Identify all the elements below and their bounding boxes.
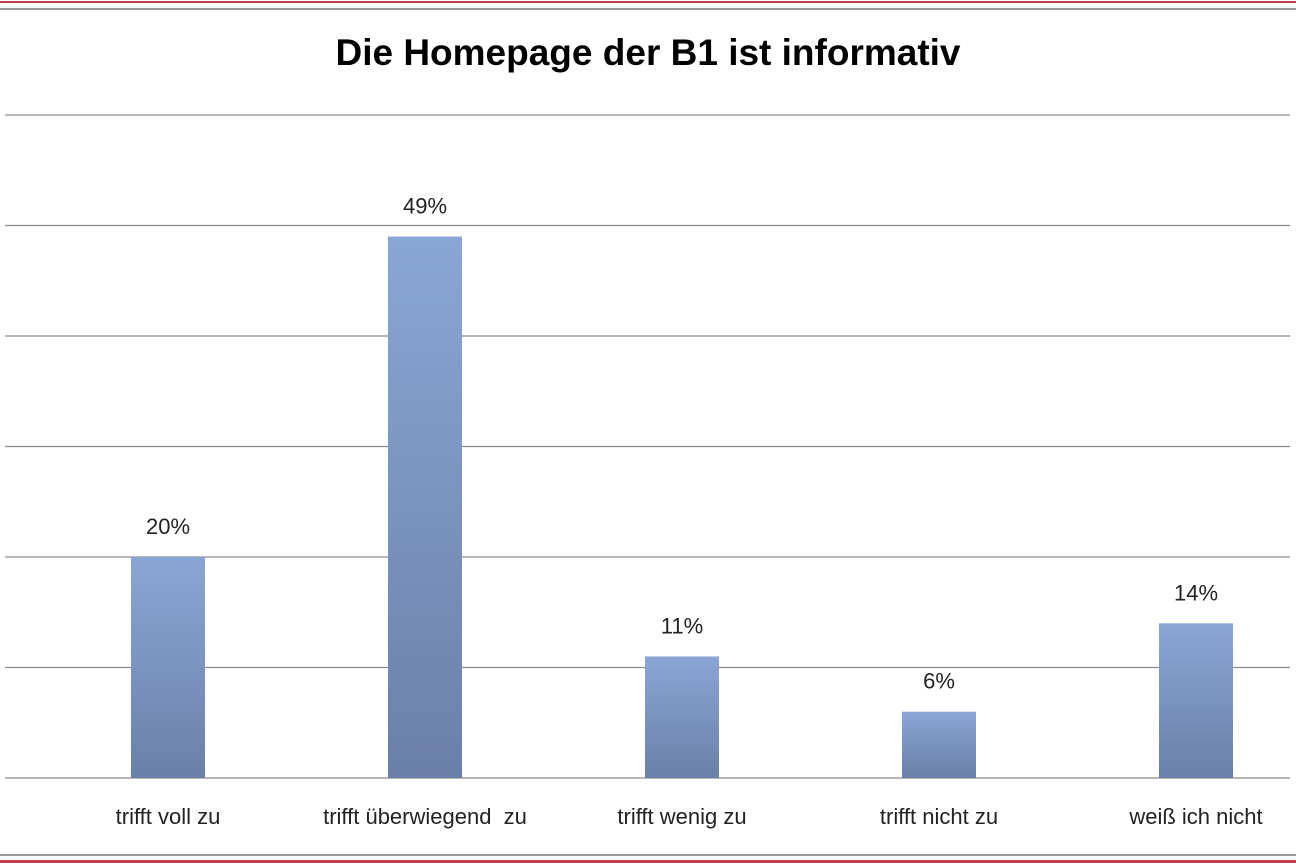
data-label: 20% [146,514,190,539]
bar [1159,623,1233,778]
bar [645,656,719,778]
data-label: 14% [1174,580,1218,605]
data-label: 11% [661,613,703,638]
category-label: trifft nicht zu [880,804,998,829]
bar [902,711,976,778]
bottom-gray-border [0,854,1296,856]
data-label: 49% [403,194,447,219]
chart-title: Die Homepage der B1 ist informativ [335,32,961,73]
bottom-red-border [0,860,1296,863]
bar [131,557,205,778]
data-label: 6% [923,669,955,694]
bar [388,236,462,779]
category-label: trifft überwiegend zu [323,804,527,829]
top-gray-border [0,8,1296,10]
category-label: weiß ich nicht [1128,804,1262,829]
top-red-border [0,1,1296,3]
category-label: trifft wenig zu [617,804,746,829]
category-label: trifft voll zu [116,804,221,829]
